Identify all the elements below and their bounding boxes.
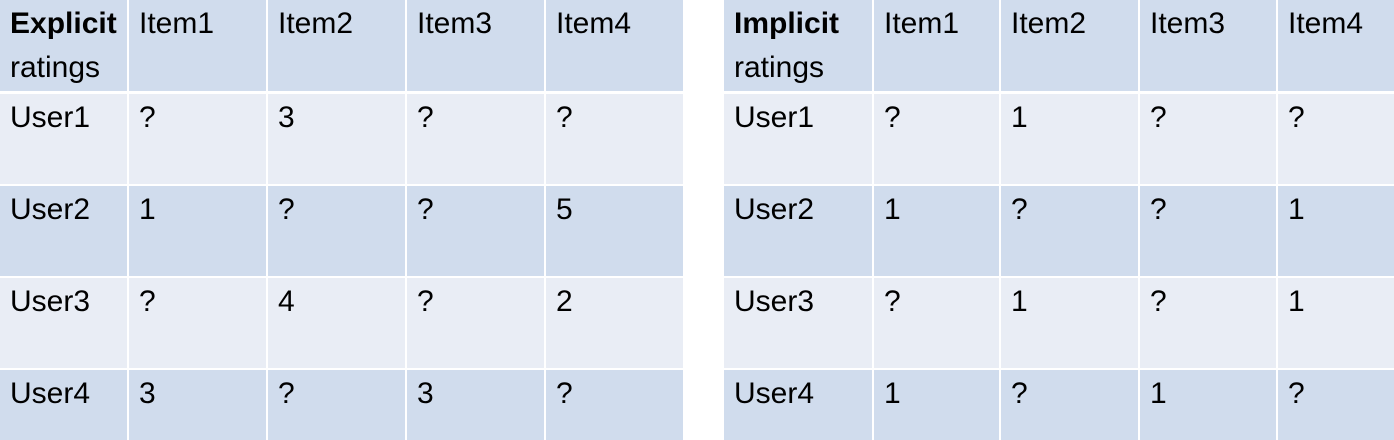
row-header-user2: User2 — [724, 186, 874, 278]
corner-header-subtitle: ratings — [734, 51, 825, 84]
rating-cell: 1 — [874, 186, 1001, 278]
rating-cell: 1 — [1278, 278, 1394, 370]
rating-cell: ? — [1140, 186, 1278, 278]
rating-cell: ? — [1001, 186, 1140, 278]
rating-cell: ? — [1278, 370, 1394, 440]
column-header-item1: Item1 — [874, 0, 1001, 94]
rating-cell: ? — [1278, 94, 1394, 186]
header-row: Implicit ratings Item1 Item2 Item3 Item4 — [724, 0, 1394, 94]
rating-cell: 1 — [1001, 94, 1140, 186]
corner-header: Explicit ratings — [0, 0, 129, 94]
rating-cell: ? — [129, 94, 268, 186]
table-row: User4 3 ? 3 ? — [0, 370, 683, 440]
rating-cell: ? — [129, 278, 268, 370]
table-row: User3 ? 4 ? 2 — [0, 278, 683, 370]
rating-cell: 1 — [1001, 278, 1140, 370]
column-header-item3: Item3 — [407, 0, 546, 94]
corner-header-bold: Implicit — [734, 7, 840, 40]
table-row: User4 1 ? 1 ? — [724, 370, 1394, 440]
rating-cell: ? — [874, 278, 1001, 370]
rating-cell: ? — [1140, 278, 1278, 370]
rating-cell: ? — [407, 278, 546, 370]
row-header-user4: User4 — [0, 370, 129, 440]
rating-cell: 2 — [546, 278, 683, 370]
rating-cell: ? — [546, 94, 683, 186]
header-row: Explicit ratings Item1 Item2 Item3 Item4 — [0, 0, 683, 94]
rating-cell: 1 — [1140, 370, 1278, 440]
rating-cell: 1 — [874, 370, 1001, 440]
rating-cell: 3 — [407, 370, 546, 440]
row-header-user2: User2 — [0, 186, 129, 278]
row-header-user3: User3 — [724, 278, 874, 370]
row-header-user3: User3 — [0, 278, 129, 370]
corner-header-bold: Explicit — [10, 7, 117, 40]
column-header-item4: Item4 — [1278, 0, 1394, 94]
table-row: User2 1 ? ? 1 — [724, 186, 1394, 278]
rating-cell: ? — [1001, 370, 1140, 440]
corner-header-subtitle: ratings — [10, 51, 101, 84]
rating-cell: ? — [268, 370, 407, 440]
rating-cell: 4 — [268, 278, 407, 370]
rating-cell: ? — [1140, 94, 1278, 186]
rating-cell: 1 — [129, 186, 268, 278]
column-header-item2: Item2 — [268, 0, 407, 94]
rating-cell: ? — [407, 94, 546, 186]
column-header-item4: Item4 — [546, 0, 683, 94]
table-row: User1 ? 1 ? ? — [724, 94, 1394, 186]
corner-header: Implicit ratings — [724, 0, 874, 94]
rating-cell: 3 — [129, 370, 268, 440]
column-header-item3: Item3 — [1140, 0, 1278, 94]
row-header-user1: User1 — [724, 94, 874, 186]
table-row: User3 ? 1 ? 1 — [724, 278, 1394, 370]
table-row: User2 1 ? ? 5 — [0, 186, 683, 278]
table-row: User1 ? 3 ? ? — [0, 94, 683, 186]
rating-cell: ? — [407, 186, 546, 278]
row-header-user4: User4 — [724, 370, 874, 440]
implicit-ratings-table: Implicit ratings Item1 Item2 Item3 Item4… — [724, 0, 1394, 440]
rating-cell: ? — [546, 370, 683, 440]
rating-cell: 5 — [546, 186, 683, 278]
rating-cell: ? — [874, 94, 1001, 186]
explicit-ratings-table: Explicit ratings Item1 Item2 Item3 Item4… — [0, 0, 683, 440]
rating-cell: 3 — [268, 94, 407, 186]
column-header-item2: Item2 — [1001, 0, 1140, 94]
rating-cell: 1 — [1278, 186, 1394, 278]
rating-cell: ? — [268, 186, 407, 278]
row-header-user1: User1 — [0, 94, 129, 186]
column-header-item1: Item1 — [129, 0, 268, 94]
